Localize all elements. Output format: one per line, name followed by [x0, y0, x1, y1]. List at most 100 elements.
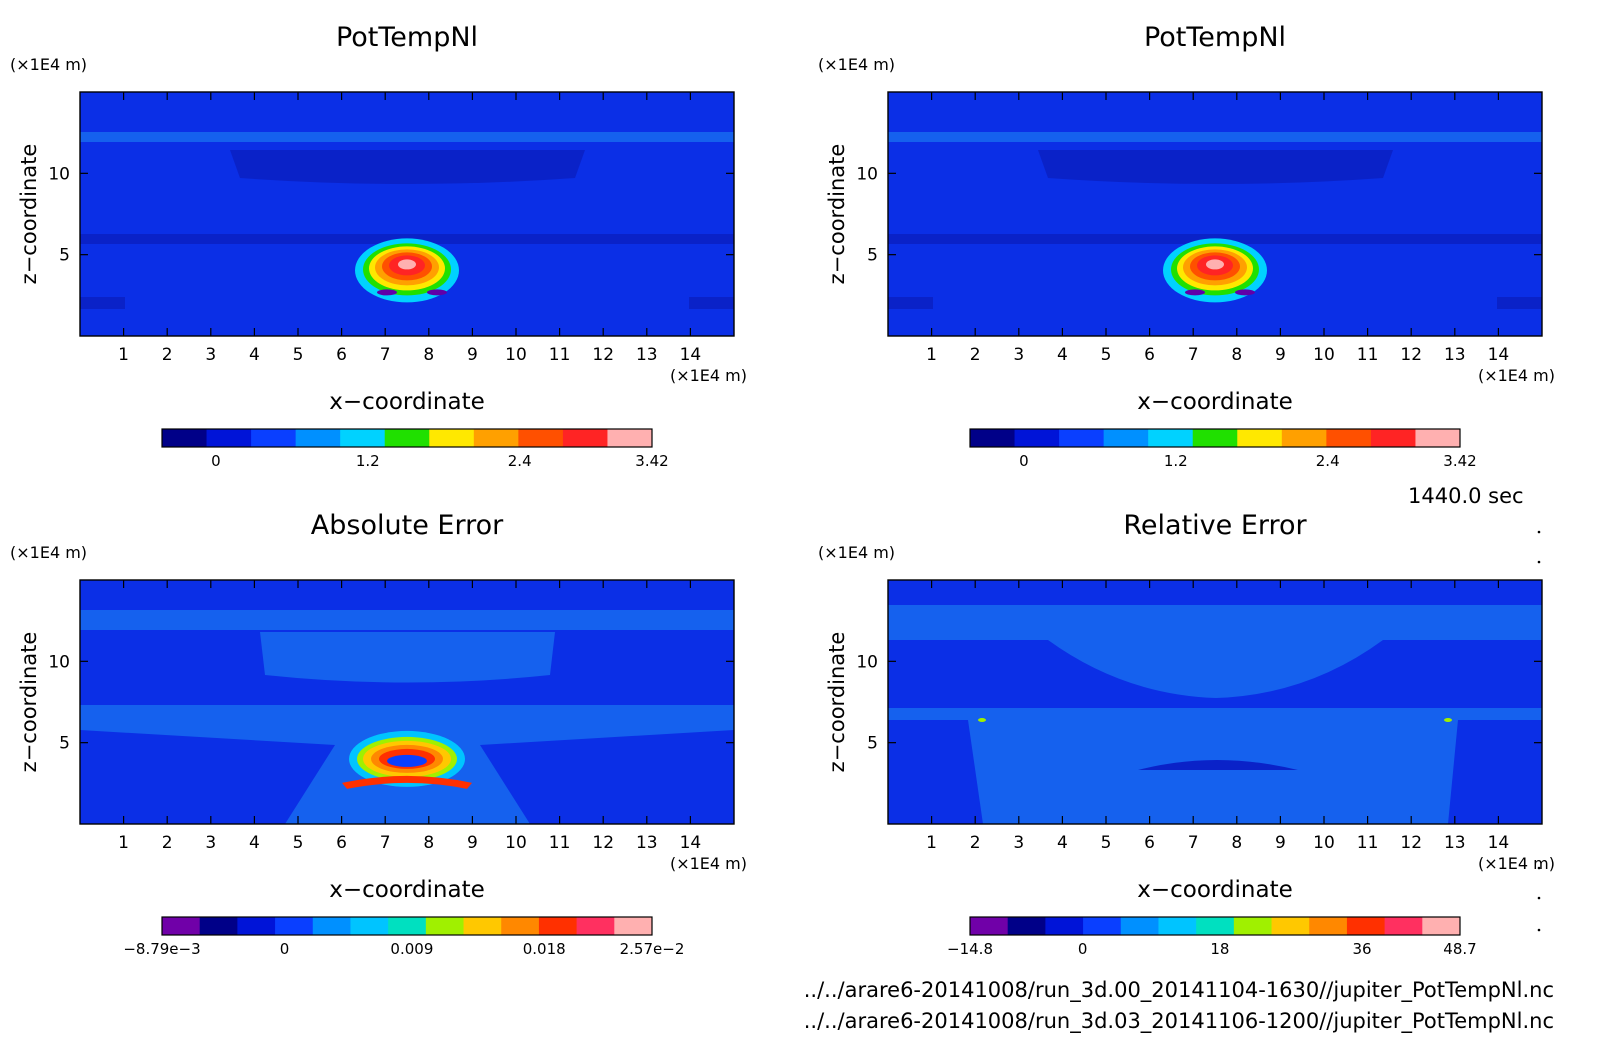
- x-unit-label: (×1E4 m): [1478, 854, 1555, 873]
- colorbar-frame: [969, 428, 1461, 448]
- colorbar-swatch: [463, 917, 502, 935]
- x-tick-label: 1: [926, 345, 937, 365]
- error-arc: [342, 775, 472, 789]
- colorbar-swatch: [1103, 429, 1149, 447]
- x-tick-label: 5: [1101, 833, 1112, 853]
- upper-layer-band: [888, 605, 1542, 640]
- x-tick-label: 3: [205, 833, 216, 853]
- x-axis-title: x−coordinate: [1137, 877, 1293, 903]
- file-path-2: ../../arare6-20141008/run_3d.03_20141106…: [803, 1009, 1554, 1033]
- colorbar-swatch: [1120, 917, 1159, 935]
- y-tick-label: 5: [867, 246, 878, 266]
- y-unit-label: (×1E4 m): [818, 55, 895, 74]
- lower-plume: [968, 720, 1458, 824]
- x-tick-label: 14: [680, 833, 702, 853]
- x-tick-label: 9: [1275, 833, 1286, 853]
- upper-layer-shape: [1038, 150, 1393, 184]
- colorbar-swatch: [538, 917, 578, 935]
- x-tick-label: 11: [1357, 345, 1379, 365]
- colorbar-swatch: [1014, 429, 1060, 447]
- colorbar-tick-label: 0: [1078, 940, 1088, 958]
- plot-area: [888, 580, 1542, 824]
- colorbar-swatch: [970, 917, 1009, 935]
- negative-contour: [427, 289, 447, 296]
- panel-pottemp-left: PotTempNl(×1E4 m)1 2 3 4 5 6 7 8 9 10 11 12 13 14510(…: [10, 22, 747, 470]
- colorbar-tick-label: −14.8: [947, 940, 993, 958]
- colorbar-swatch: [1346, 917, 1386, 935]
- colorbar-swatch: [576, 917, 615, 935]
- x-tick-label: 9: [1275, 345, 1286, 365]
- y-axis-title: z−coordinate: [17, 144, 41, 285]
- plot-frame: [79, 579, 735, 825]
- colorbar-swatch: [162, 429, 208, 447]
- error-contour: [387, 754, 427, 767]
- plot-title: Absolute Error: [311, 510, 504, 541]
- colorbar-swatch: [1415, 429, 1461, 447]
- colorbar-tick-label: 0: [280, 940, 290, 958]
- upper-layer-band: [80, 132, 734, 142]
- x-tick-label: 4: [1057, 345, 1068, 365]
- mid-layer-band: [888, 708, 1542, 720]
- colorbar-swatch: [275, 917, 314, 935]
- x-tick-label: 4: [249, 345, 260, 365]
- x-tick-label: 5: [1101, 345, 1112, 365]
- colorbar-swatch: [473, 429, 519, 447]
- panel-pottemp-right: PotTempNl(×1E4 m)1 2 3 4 5 6 7 8 9 10 11 12 13 14510(…: [818, 22, 1555, 470]
- colorbar-swatch: [614, 917, 653, 935]
- plot-frame: [887, 579, 1543, 825]
- time-label: 1440.0 sec: [1408, 484, 1524, 508]
- plot-title: Relative Error: [1123, 510, 1307, 541]
- x-axis-title: x−coordinate: [1137, 389, 1293, 415]
- y-tick-label: 10: [856, 164, 878, 184]
- colorbar-tick-label: 3.42: [635, 452, 668, 470]
- x-tick-label: 2: [970, 345, 981, 365]
- hotspot-right: [1444, 718, 1452, 722]
- y-tick-label: 5: [867, 734, 878, 754]
- y-unit-label: (×1E4 m): [10, 55, 87, 74]
- x-tick-label: 7: [380, 345, 391, 365]
- colorbar-swatch: [562, 429, 608, 447]
- x-tick-label: 4: [1057, 833, 1068, 853]
- lower-right-band: [1497, 297, 1542, 309]
- colorbar-swatch: [295, 429, 341, 447]
- colorbar-tick-label: 18: [1210, 940, 1229, 958]
- x-tick-label: 9: [467, 345, 478, 365]
- panel-relative-error: Relative Error(×1E4 m)1 2 3 4 5 6 7 8 9 10 11 12 13 1…: [818, 510, 1555, 958]
- x-tick-label: 8: [1231, 833, 1242, 853]
- upper-layer-shape: [1048, 640, 1383, 698]
- colorbar-swatch: [350, 917, 389, 935]
- x-tick-label: 13: [636, 833, 658, 853]
- colorbar-swatch: [237, 917, 276, 935]
- colorbar-tick-label: 0: [211, 452, 221, 470]
- x-tick-label: 4: [249, 833, 260, 853]
- colorbar-swatch: [607, 429, 653, 447]
- y-unit-label: (×1E4 m): [10, 543, 87, 562]
- colorbar-frame: [161, 916, 653, 936]
- x-tick-label: 6: [1144, 833, 1155, 853]
- x-tick-label: 8: [423, 345, 434, 365]
- lower-cusp: [1138, 760, 1298, 770]
- y-axis-title: z−coordinate: [825, 144, 849, 285]
- x-tick-label: 12: [1400, 345, 1422, 365]
- y-tick-label: 10: [48, 652, 70, 672]
- y-tick-label: 10: [48, 164, 70, 184]
- colorbar-swatch: [1196, 917, 1235, 935]
- y-tick-label: 5: [59, 246, 70, 266]
- colorbar-tick-label: 48.7: [1443, 940, 1476, 958]
- colorbar-tick-label: 2.57e−2: [620, 940, 685, 958]
- x-tick-label: 12: [1400, 833, 1422, 853]
- colorbar-swatch: [1422, 917, 1461, 935]
- decorative-dots: [1537, 530, 1541, 932]
- plot-area: [888, 92, 1542, 336]
- colorbar-swatch: [1233, 917, 1273, 935]
- x-tick-label: 10: [1313, 833, 1335, 853]
- x-tick-label: 11: [549, 345, 571, 365]
- x-tick-label: 12: [592, 833, 614, 853]
- upper-layer-shape: [230, 150, 585, 184]
- colorbar-swatch: [162, 917, 201, 935]
- x-tick-label: 1: [118, 345, 129, 365]
- upper-layer-band: [888, 132, 1542, 142]
- x-tick-label: 13: [1444, 833, 1466, 853]
- colorbar-swatch: [518, 429, 564, 447]
